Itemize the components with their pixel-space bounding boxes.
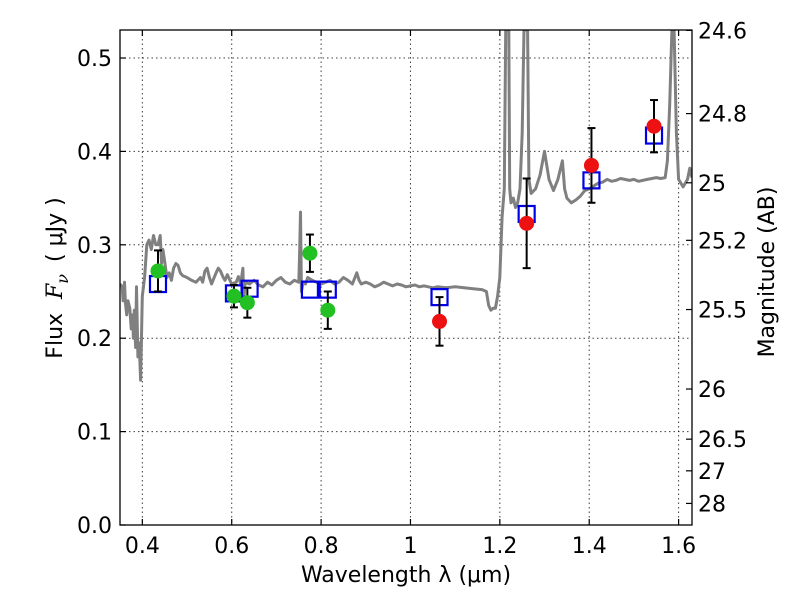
observed-point xyxy=(519,215,535,231)
observed-point xyxy=(432,313,448,329)
sed-curve xyxy=(120,30,692,382)
x-tick-label: 0.8 xyxy=(304,534,339,559)
y2-tick-label: 27 xyxy=(698,460,726,485)
y-axis-label-prefix: Flux xyxy=(43,313,68,359)
x-tick-label: 1.2 xyxy=(482,534,517,559)
y2-tick-label: 25 xyxy=(698,172,726,197)
tick-labels: 0.4 0.6 0.8 1 1.2 1.4 1.6 0.0 0.1 0.2 0.3 0.4 0.5 24.… xyxy=(77,19,747,559)
y2-tick-label: 26 xyxy=(698,378,726,403)
model-photometry-box xyxy=(300,280,320,299)
y2-axis-label: Magnitude (AB) xyxy=(755,187,780,358)
errorbar-group xyxy=(153,99,659,347)
grid xyxy=(120,30,692,526)
x-tick-label: 1.6 xyxy=(661,534,696,559)
observed-point xyxy=(226,288,242,304)
y2-tick-label: 26.5 xyxy=(698,428,747,453)
plot-frame xyxy=(119,29,693,526)
y2-tick-label: 24.6 xyxy=(698,19,747,44)
y-tick-label: 0.0 xyxy=(77,514,112,539)
x-axis-label: Wavelength λ (μm) xyxy=(301,563,511,588)
y-tick-label: 0.2 xyxy=(77,327,112,352)
y-axis-label-unit: ( μJy ) xyxy=(43,197,68,262)
sed-curve-group xyxy=(120,30,692,382)
y2-tick-label: 25.2 xyxy=(698,229,747,254)
observed-points-group xyxy=(150,118,662,329)
x-tick-label: 0.4 xyxy=(125,534,160,559)
observed-point xyxy=(302,245,318,261)
y-axis-label-symbol: F xyxy=(43,283,68,300)
observed-point xyxy=(583,157,599,173)
y-axis-label: Flux Fν ( μJy ) xyxy=(43,197,72,358)
y-tick-label: 0.1 xyxy=(77,421,112,446)
y-tick-label: 0.5 xyxy=(77,47,112,72)
observed-point xyxy=(239,295,255,311)
y2-tick-label: 25.5 xyxy=(698,299,747,324)
observed-point xyxy=(646,118,662,134)
x-tick-label: 1 xyxy=(403,534,417,559)
y-tick-label: 0.4 xyxy=(77,140,112,165)
axis-ticks xyxy=(120,29,692,526)
observed-point xyxy=(320,302,336,318)
y-tick-label: 0.3 xyxy=(77,234,112,259)
x-tick-label: 1.4 xyxy=(572,534,607,559)
observed-point xyxy=(150,263,166,279)
y-axis-label-subscript: ν xyxy=(53,274,72,284)
x-tick-label: 0.6 xyxy=(214,534,249,559)
y2-tick-label: 24.8 xyxy=(698,103,747,128)
y2-tick-label: 28 xyxy=(698,492,726,517)
